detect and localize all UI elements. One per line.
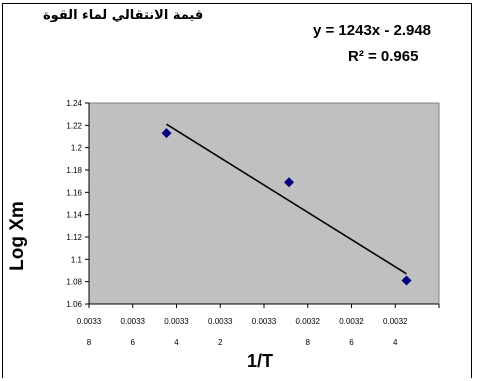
y-tick-label: 1.14 — [66, 211, 82, 220]
r-squared-label: R² = 0.965 — [348, 48, 419, 65]
x-tick-label-line2: 4 — [393, 338, 398, 347]
x-tick-label: 0.0032 — [339, 317, 364, 326]
plot-area — [88, 102, 440, 305]
data-point-marker — [284, 177, 294, 188]
x-tick-label: 0.0033 — [121, 317, 146, 326]
data-point-marker — [161, 128, 172, 139]
x-tick-label: 0.0032 — [296, 317, 321, 326]
y-tick-label: 1.06 — [66, 300, 82, 309]
x-tick-label: 0.0033 — [208, 317, 233, 326]
chart-frame: 1.24 1.22 1.2 1.18 1.16 1.14 1.12 1.1 1.08 1.06 0.… — [2, 3, 472, 378]
y-tick-label: 1.18 — [66, 166, 82, 175]
x-tick-label-line2: 2 — [218, 338, 223, 347]
y-tick-label: 1.24 — [66, 99, 82, 108]
y-tick-label: 1.22 — [66, 121, 82, 130]
x-tick-label-line2: 4 — [174, 338, 179, 347]
data-point-marker — [401, 275, 412, 286]
x-tick-label: 0.0032 — [383, 317, 408, 326]
chart-title: قيمة الانتقالي لماء القوة — [43, 8, 204, 23]
x-tick-label: 0.0033 — [77, 317, 102, 326]
trendline-equation: y = 1243x - 2.948 — [313, 22, 432, 39]
y-tick-label: 1.1 — [71, 255, 83, 264]
x-tick-label-line2: 8 — [87, 338, 92, 347]
chart-svg: 1.24 1.22 1.2 1.18 1.16 1.14 1.12 1.1 1.08 1.06 0.… — [66, 99, 440, 347]
x-tick-label: 0.0033 — [252, 317, 277, 326]
x-tick-label-line2: 8 — [306, 338, 311, 347]
y-tick-label: 1.12 — [66, 233, 82, 242]
x-tick-label: 0.0033 — [164, 317, 189, 326]
x-axis-label: 1/T — [247, 351, 274, 371]
y-tick-label: 1.08 — [66, 278, 82, 287]
y-tick-label: 1.2 — [71, 144, 83, 153]
y-tick-label: 1.16 — [66, 188, 82, 197]
y-axis-label: Log Xm — [7, 201, 28, 271]
x-tick-label-line2: 6 — [349, 338, 354, 347]
trendline — [166, 123, 407, 275]
x-tick-label-line2: 6 — [131, 338, 136, 347]
